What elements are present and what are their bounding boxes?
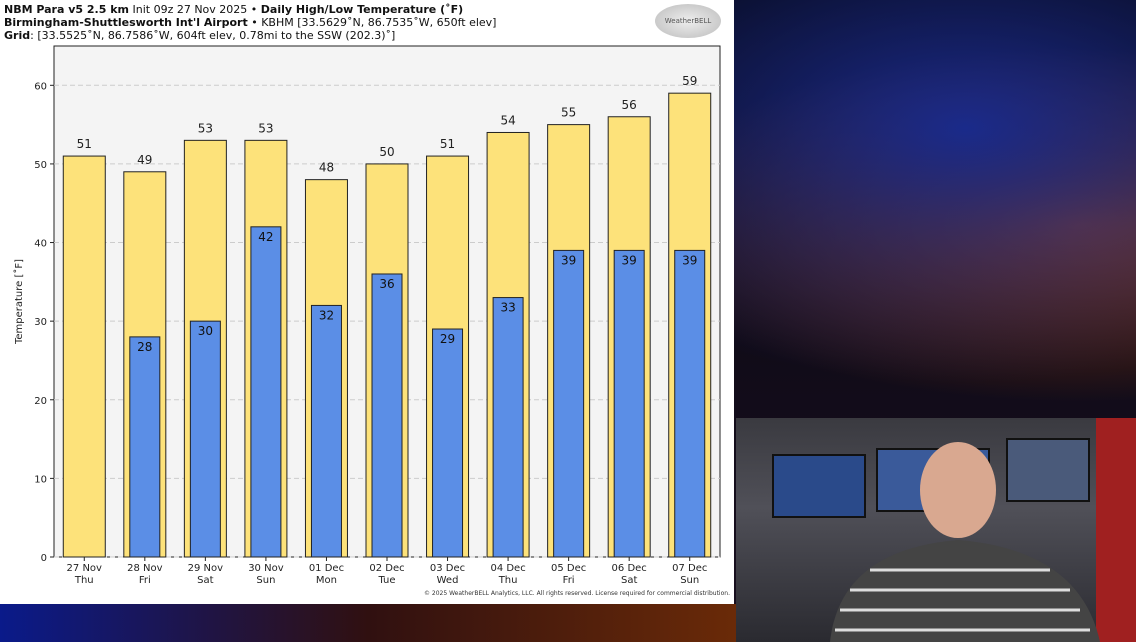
header-line-3: Grid: [33.5525˚N, 86.7586˚W, 604ft elev,… xyxy=(4,29,396,42)
low-bar xyxy=(189,320,221,558)
high-label: 54 xyxy=(500,113,515,127)
y-tick-label: 10 xyxy=(34,474,47,485)
high-label: 53 xyxy=(258,121,273,135)
high-label: 51 xyxy=(77,137,92,151)
high-label: 50 xyxy=(379,145,394,159)
x-tick-day: Thu xyxy=(74,575,94,586)
y-axis-label: Temperature [˚F] xyxy=(13,259,25,345)
high-label: 51 xyxy=(440,137,455,151)
high-label: 56 xyxy=(622,98,637,112)
x-tick-day: Thu xyxy=(498,575,518,586)
low-label: 39 xyxy=(622,253,637,267)
x-tick-date: 02 Dec xyxy=(369,563,404,574)
y-tick-label: 60 xyxy=(34,81,47,92)
low-label: 29 xyxy=(440,332,455,346)
low-bar xyxy=(129,336,161,558)
weatherbell-logo: WeatherBELL xyxy=(655,4,721,38)
y-tick-label: 20 xyxy=(34,396,47,407)
low-bar xyxy=(613,249,645,558)
x-tick-date: 05 Dec xyxy=(551,563,586,574)
presenter xyxy=(830,442,1100,642)
x-tick-date: 01 Dec xyxy=(309,563,344,574)
low-label: 42 xyxy=(258,230,273,244)
low-label: 28 xyxy=(137,340,152,354)
x-tick-day: Sun xyxy=(256,575,275,586)
low-label: 32 xyxy=(319,308,334,322)
low-bar xyxy=(674,249,706,558)
x-tick-day: Fri xyxy=(139,575,151,586)
low-bar xyxy=(492,297,524,558)
x-tick-date: 29 Nov xyxy=(188,563,224,574)
header-line-2: Birmingham-Shuttlesworth Int'l Airport •… xyxy=(4,16,497,29)
x-tick-date: 06 Dec xyxy=(612,563,647,574)
chart-panel: NBM Para v5 2.5 km Init 09z 27 Nov 2025 … xyxy=(0,0,734,604)
y-tick-label: 40 xyxy=(34,239,47,250)
x-tick-date: 28 Nov xyxy=(127,563,163,574)
low-bar xyxy=(310,304,342,558)
x-tick-day: Wed xyxy=(437,575,459,586)
low-label: 36 xyxy=(379,277,394,291)
copyright: © 2025 WeatherBELL Analytics, LLC. All r… xyxy=(424,590,730,597)
low-bar xyxy=(432,328,464,558)
x-tick-day: Sat xyxy=(621,575,637,586)
y-tick-label: 50 xyxy=(34,160,47,171)
y-tick-label: 30 xyxy=(34,317,47,328)
low-label: 30 xyxy=(198,324,213,338)
low-bar xyxy=(371,273,403,558)
x-tick-day: Sun xyxy=(680,575,699,586)
high-label: 59 xyxy=(682,74,697,88)
header-line-1: NBM Para v5 2.5 km Init 09z 27 Nov 2025 … xyxy=(4,3,464,16)
high-label: 48 xyxy=(319,161,334,175)
x-tick-day: Mon xyxy=(316,575,337,586)
video-background-strip xyxy=(0,604,736,642)
x-tick-date: 30 Nov xyxy=(248,563,284,574)
x-tick-date: 07 Dec xyxy=(672,563,707,574)
low-label: 33 xyxy=(500,301,515,315)
high-label: 55 xyxy=(561,106,576,120)
x-tick-day: Fri xyxy=(563,575,575,586)
x-tick-date: 04 Dec xyxy=(490,563,525,574)
low-bar xyxy=(250,226,282,558)
low-bar xyxy=(553,249,585,558)
x-tick-date: 27 Nov xyxy=(67,563,103,574)
low-label: 39 xyxy=(682,253,697,267)
high-bar xyxy=(62,155,106,558)
x-tick-day: Tue xyxy=(377,575,395,586)
low-label: 39 xyxy=(561,253,576,267)
high-label: 53 xyxy=(198,121,213,135)
x-tick-day: Sat xyxy=(197,575,213,586)
x-tick-date: 03 Dec xyxy=(430,563,465,574)
y-tick-label: 0 xyxy=(41,553,47,564)
high-label: 49 xyxy=(137,153,152,167)
